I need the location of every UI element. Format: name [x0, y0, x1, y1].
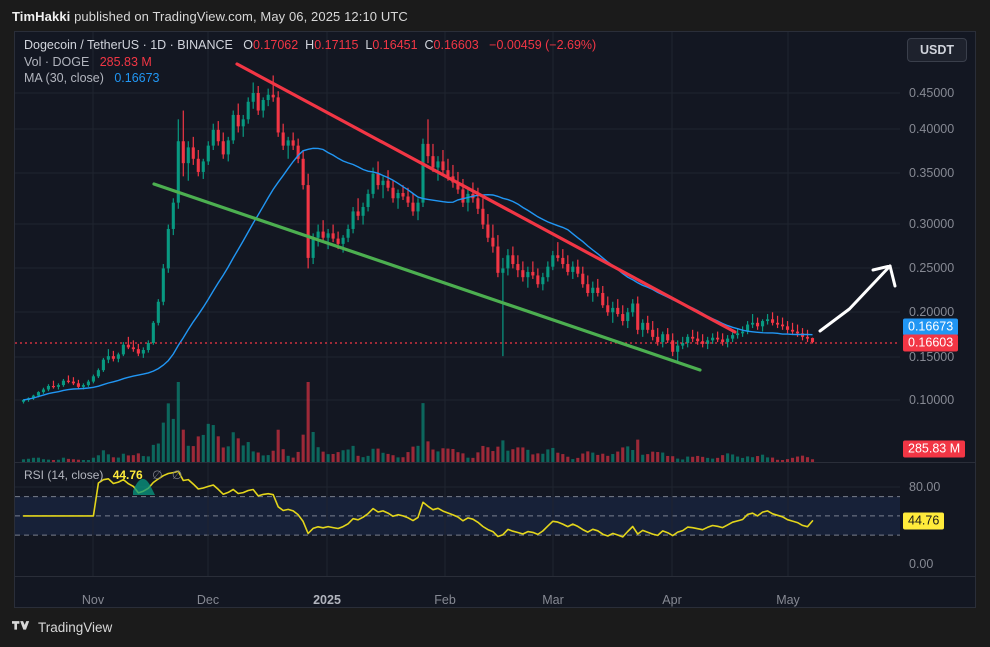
rsi-tick: 80.00 [909, 480, 941, 494]
price-pane: USDT 0.45000 0.40000 0.35000 0.30000 0.25000… [15, 32, 975, 462]
rsi-legend-value: 44.76 [112, 468, 143, 482]
price-tick: 0.30000 [909, 217, 955, 231]
ma-value-badge: 0.16673 [903, 318, 959, 336]
rsi-pane: 80.00 0.00 44.76 RSI (14, close) 44.76 ∅ … [15, 462, 975, 577]
time-axis-label: Apr [662, 593, 682, 607]
volume-value-badge: 285.83 M [903, 440, 966, 458]
price-plot[interactable] [15, 32, 900, 462]
footer-brand: TradingView [38, 620, 113, 635]
rsi-legend-na-1: ∅ [152, 468, 163, 482]
rsi-axis[interactable]: 80.00 0.00 44.76 [900, 463, 975, 577]
price-tick: 0.35000 [909, 166, 955, 180]
publisher-text: published on TradingView.com, May 06, 20… [70, 9, 408, 24]
price-chart-svg [15, 32, 900, 462]
rsi-legend-na-2: ∅ [171, 468, 183, 482]
rsi-plot[interactable] [15, 463, 900, 577]
price-tick: 0.15000 [909, 350, 955, 364]
last-price-badge: 0.16603 [903, 334, 959, 352]
price-tick: 0.45000 [909, 86, 955, 100]
currency-badge[interactable]: USDT [907, 38, 968, 62]
rsi-value-badge: 44.76 [903, 512, 945, 530]
time-axis-label: Dec [196, 593, 220, 607]
publisher-line: TimHakki published on TradingView.com, M… [12, 9, 408, 24]
rsi-legend-label: RSI (14, close) [24, 468, 104, 482]
rsi-legend: RSI (14, close) 44.76 ∅ ∅ [24, 468, 182, 482]
chart-frame: USDT 0.45000 0.40000 0.35000 0.30000 0.25000… [14, 31, 976, 608]
time-axis-label: Nov [81, 593, 105, 607]
rsi-chart-svg [15, 463, 900, 576]
time-axis-label: Mar [542, 593, 564, 607]
price-tick: 0.40000 [909, 122, 955, 136]
tradingview-logo-icon [12, 621, 30, 630]
time-axis-label: Feb [434, 593, 456, 607]
price-tick: 0.25000 [909, 261, 955, 275]
rsi-tick: 0.00 [909, 557, 934, 571]
footer: TradingView [12, 620, 112, 635]
time-axis-label: May [776, 593, 800, 607]
price-tick: 0.10000 [909, 393, 955, 407]
price-tick: 0.20000 [909, 305, 955, 319]
chart-panes: USDT 0.45000 0.40000 0.35000 0.30000 0.25000… [15, 32, 975, 607]
price-axis[interactable]: USDT 0.45000 0.40000 0.35000 0.30000 0.25000… [900, 32, 975, 462]
time-axis-pane[interactable]: Nov Dec 2025 Feb Mar Apr May [15, 576, 975, 608]
publisher-author: TimHakki [12, 9, 71, 24]
time-axis-label: 2025 [313, 593, 341, 607]
